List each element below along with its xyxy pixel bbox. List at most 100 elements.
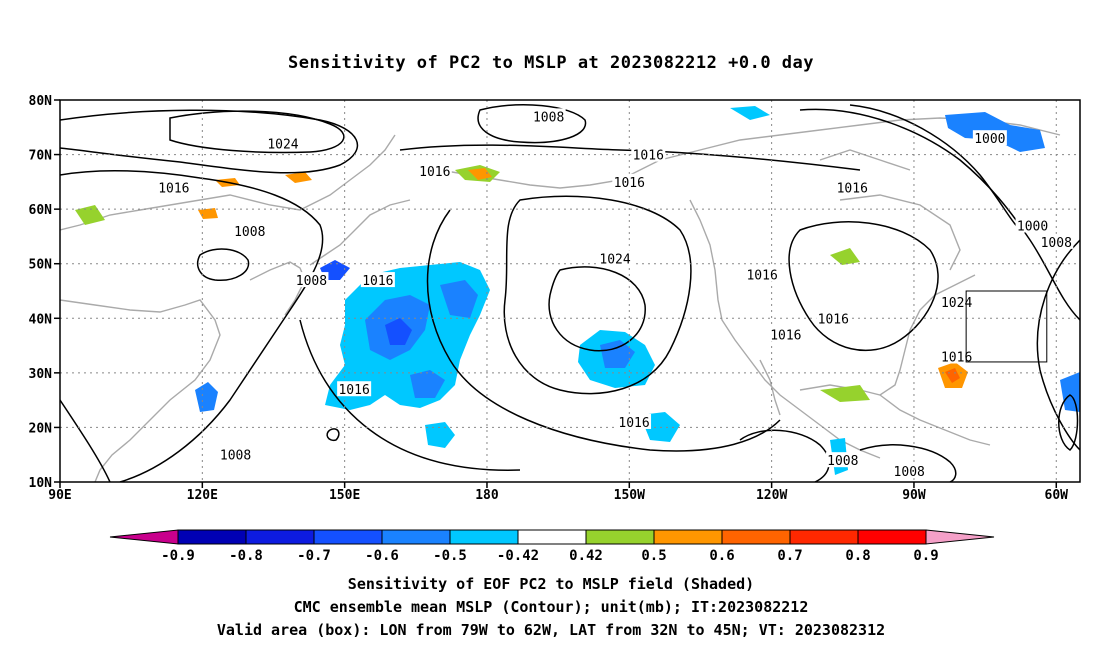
negative-region-tropical bbox=[425, 422, 455, 448]
lat-tick-label: 10N bbox=[29, 476, 53, 491]
contour-label: 1016 bbox=[837, 181, 868, 196]
contour-label: 1000 bbox=[974, 132, 1005, 147]
colorbar-label: 0.7 bbox=[777, 548, 802, 564]
contour-label: 1008 bbox=[296, 274, 327, 289]
negative-region-atlantic bbox=[1060, 372, 1080, 412]
contour-label-bg bbox=[612, 173, 647, 189]
contour-label-bg bbox=[265, 135, 300, 151]
colorbar-label: 0.6 bbox=[709, 548, 734, 564]
positive-region-siberia bbox=[285, 172, 312, 183]
contour-label-bg bbox=[156, 179, 191, 195]
lon-tick-label: 120E bbox=[187, 488, 218, 503]
lon-tick-label: 180 bbox=[475, 488, 499, 503]
contour-label-bg bbox=[972, 130, 1007, 146]
colorbar-label: -0.7 bbox=[297, 548, 331, 564]
lat-tick-label: 30N bbox=[29, 367, 53, 382]
colorbar-swatch bbox=[177, 529, 247, 545]
contour-label: 1016 bbox=[746, 269, 777, 284]
colorbar-label: -0.9 bbox=[161, 548, 195, 564]
lat-tick-label: 70N bbox=[29, 149, 53, 164]
colorbar-label: -0.42 bbox=[497, 548, 539, 564]
contour-label: 1008 bbox=[533, 110, 564, 125]
lat-tick-label: 60N bbox=[29, 203, 53, 218]
contour-label-bg bbox=[218, 446, 253, 462]
colorbar-swatch bbox=[721, 529, 791, 545]
footer-line-2: CMC ensemble mean MSLP (Contour); unit(m… bbox=[294, 598, 809, 616]
negative-core-east-pacific bbox=[600, 340, 635, 368]
contour-label: 1008 bbox=[234, 225, 265, 240]
contour-label-bg bbox=[939, 293, 974, 309]
figure-title: Sensitivity of PC2 to MSLP at 2023082212… bbox=[288, 53, 814, 73]
contour-label: 1008 bbox=[1041, 236, 1072, 251]
contour-label-bg bbox=[892, 463, 927, 479]
contour-label: 1016 bbox=[362, 274, 393, 289]
contour-label: 1024 bbox=[941, 296, 972, 311]
positive-region-gulf bbox=[820, 385, 870, 402]
colorbar-low-arrow bbox=[109, 529, 179, 545]
colorbar-swatch bbox=[313, 529, 383, 545]
contour-label-bg bbox=[939, 348, 974, 364]
lon-tick-label: 60W bbox=[1045, 488, 1069, 503]
contour-label-bg bbox=[816, 310, 851, 326]
footer-line-1: Sensitivity of EOF PC2 to MSLP field (Sh… bbox=[348, 575, 754, 593]
contour-label-bg bbox=[825, 452, 860, 468]
negative-core-south bbox=[410, 370, 445, 398]
latitude-axis: 80N 70N 60N 50N 40N 30N 20N 10N bbox=[29, 94, 60, 491]
contour-label: 1024 bbox=[599, 252, 630, 267]
negative-peak-west-pacific bbox=[385, 318, 412, 345]
positive-region-north-america bbox=[830, 248, 860, 265]
contour-label: 1008 bbox=[827, 454, 858, 469]
sensitivity-shading bbox=[75, 106, 1080, 475]
contour-label-bg bbox=[617, 413, 652, 429]
positive-core-atlantic bbox=[945, 368, 960, 383]
colorbar: -0.9 -0.8 -0.7 -0.6 -0.5 -0.42 0.42 0.5 0.6 0.7 0.… bbox=[109, 529, 995, 564]
contour-label-bg bbox=[337, 381, 372, 397]
contour-label: 1016 bbox=[770, 329, 801, 344]
colorbar-swatch bbox=[381, 529, 451, 545]
colorbar-swatch bbox=[653, 529, 723, 545]
colorbar-swatch bbox=[857, 529, 927, 545]
lat-tick-label: 20N bbox=[29, 421, 53, 436]
contour-label-bg bbox=[294, 272, 329, 288]
colorbar-label: -0.5 bbox=[433, 548, 467, 564]
colorbar-label: -0.6 bbox=[365, 548, 399, 564]
colorbar-high-arrow bbox=[925, 529, 995, 545]
contour-label-bg bbox=[531, 108, 566, 124]
positive-region-china bbox=[198, 208, 218, 219]
colorbar-label: 0.9 bbox=[913, 548, 938, 564]
valid-area-box bbox=[965, 290, 1048, 363]
contour-label: 1008 bbox=[894, 465, 925, 480]
contour-label-bg bbox=[768, 326, 803, 342]
contour-label: 1016 bbox=[633, 149, 664, 164]
contour-label-bg bbox=[360, 272, 395, 288]
contour-label: 1016 bbox=[338, 383, 369, 398]
contour-label-bg bbox=[417, 162, 452, 178]
contour-label: 1016 bbox=[618, 416, 649, 431]
colorbar-label: -0.8 bbox=[229, 548, 263, 564]
colorbar-label: 0.5 bbox=[641, 548, 666, 564]
contour-label-bg bbox=[1015, 217, 1050, 233]
lat-tick-label: 50N bbox=[29, 258, 53, 273]
lat-lon-grid bbox=[60, 100, 1080, 482]
negative-region-arctic bbox=[730, 106, 770, 120]
lat-tick-label: 80N bbox=[29, 94, 53, 109]
contour-label-bg bbox=[835, 179, 870, 195]
contour-label-bg bbox=[745, 266, 780, 282]
lon-tick-label: 120W bbox=[756, 488, 787, 503]
colorbar-label: 0.8 bbox=[845, 548, 870, 564]
negative-core-central-pacific bbox=[440, 280, 478, 318]
colorbar-swatch bbox=[245, 529, 315, 545]
map-frame bbox=[59, 99, 1081, 483]
colorbar-swatch bbox=[585, 529, 655, 545]
contour-label: 1016 bbox=[158, 181, 189, 196]
contour-label-bg bbox=[598, 250, 633, 266]
colorbar-swatch bbox=[517, 529, 587, 545]
contour-label-bg bbox=[631, 146, 666, 162]
contour-label-bg bbox=[1039, 233, 1074, 249]
mslp-contours bbox=[60, 104, 1080, 482]
footer-line-3: Valid area (box): LON from 79W to 62W, L… bbox=[217, 621, 885, 639]
contour-label-bg bbox=[232, 222, 267, 238]
contour-label: 1016 bbox=[818, 312, 849, 327]
